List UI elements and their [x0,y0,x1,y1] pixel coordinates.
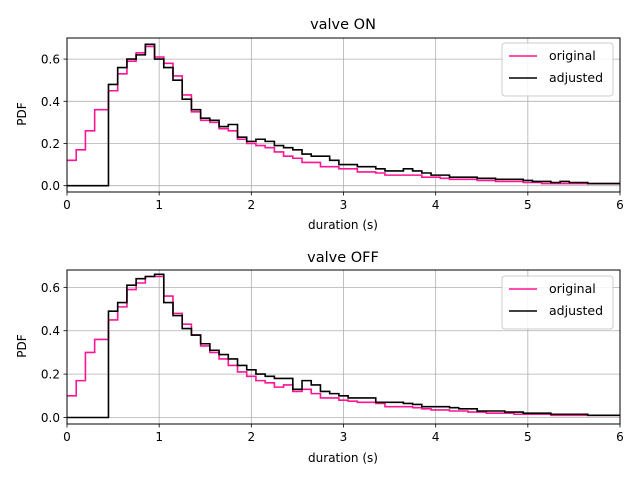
y-tick-label: 0.4 [41,324,60,338]
y-tick-label: 0.0 [41,179,60,193]
y-ticks: 0.0 0.2 0.4 0.6 [41,53,67,193]
x-tick-label: 4 [432,430,440,444]
series-line-adjusted [67,273,620,419]
y-tick-label: 0.2 [41,137,60,151]
subplot-valve-on: valve ON 0 1 2 3 4 5 6 0.0 0.2 0.4 0.6 duration (… [15,17,624,232]
legend-label-original: original [549,48,596,63]
x-tick-label: 1 [155,198,163,212]
x-tick-label: 6 [616,430,624,444]
legend-label-original: original [549,281,596,296]
y-ticks: 0.0 0.2 0.4 0.6 [41,281,67,425]
legend: original adjusted [501,275,614,330]
y-tick-label: 0.0 [41,411,60,425]
x-tick-label: 3 [340,198,348,212]
subplot-valve-off: valve OFF 0 1 2 3 4 5 6 0.0 0.2 0.4 0.6 duration … [15,250,624,465]
x-tick-label: 0 [63,430,71,444]
series-layer [67,43,620,187]
x-ticks: 0 1 2 3 4 5 6 [63,424,624,444]
y-axis-label: PDF [15,102,29,125]
legend-label-adjusted: adjusted [549,303,603,318]
x-axis-label: duration (s) [308,451,378,465]
x-tick-label: 1 [155,430,163,444]
series-layer [67,273,620,419]
x-tick-label: 6 [616,198,624,212]
chart-title: valve OFF [307,250,379,266]
x-tick-label: 4 [432,198,440,212]
x-tick-label: 3 [340,430,348,444]
x-tick-label: 2 [248,430,256,444]
chart-title: valve ON [310,17,376,33]
x-tick-label: 5 [524,430,532,444]
x-tick-label: 5 [524,198,532,212]
y-tick-label: 0.6 [41,53,60,67]
legend: original adjusted [501,42,614,97]
series-line-adjusted [67,43,620,187]
x-tick-label: 2 [248,198,256,212]
y-axis-label: PDF [15,334,29,357]
y-tick-label: 0.2 [41,368,60,382]
x-tick-label: 0 [63,198,71,212]
legend-label-adjusted: adjusted [549,70,603,85]
y-tick-label: 0.6 [41,281,60,295]
x-ticks: 0 1 2 3 4 5 6 [63,192,624,212]
y-tick-label: 0.4 [41,95,60,109]
x-axis-label: duration (s) [308,218,378,232]
